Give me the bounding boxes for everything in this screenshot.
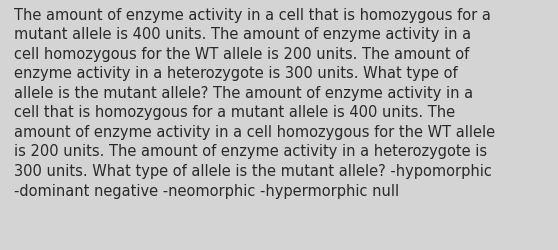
Text: The amount of enzyme activity in a cell that is homozygous for a
mutant allele i: The amount of enzyme activity in a cell … xyxy=(14,8,495,198)
